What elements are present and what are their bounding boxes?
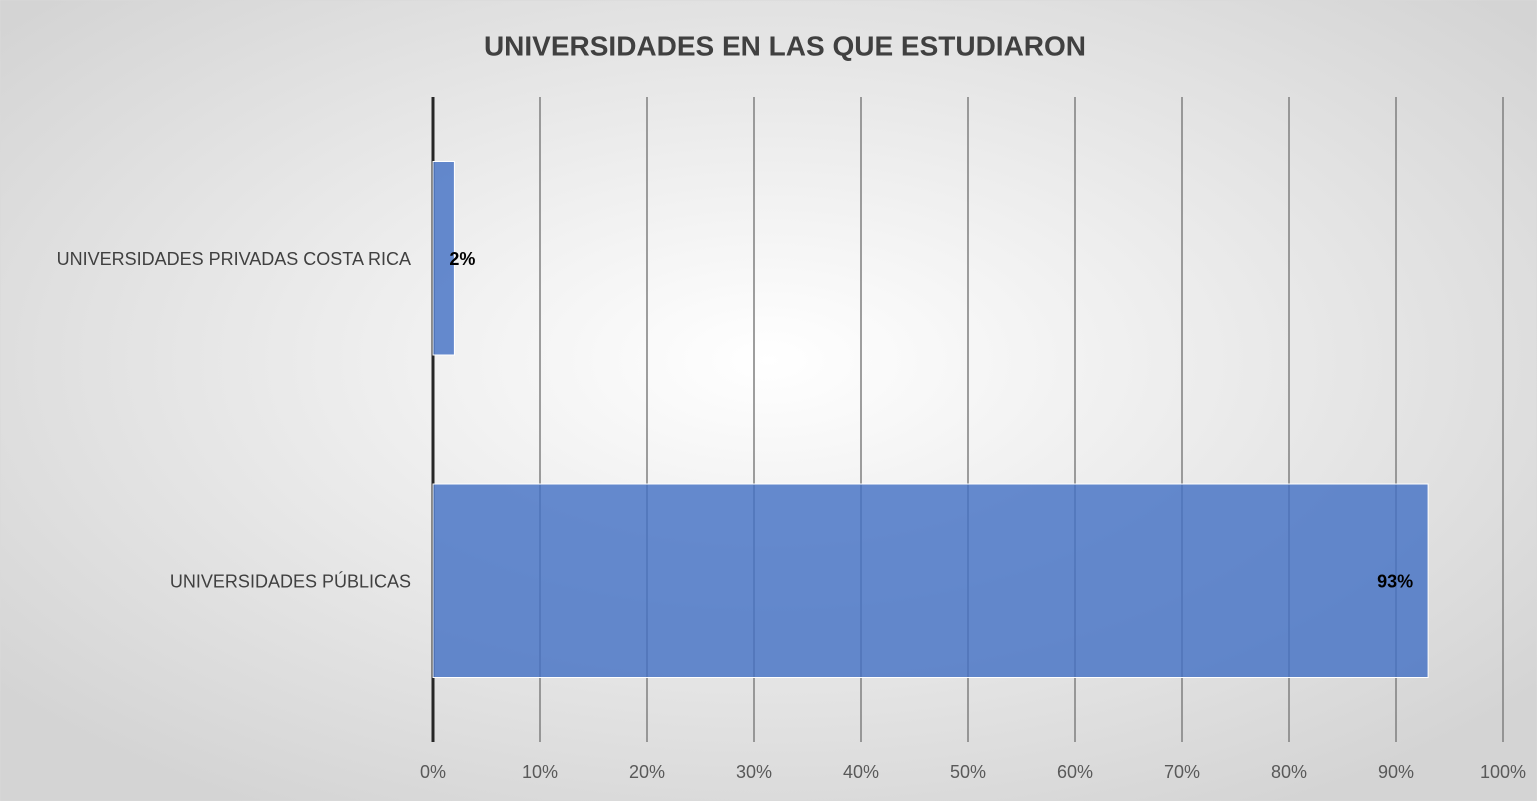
x-tick-label: 80% [1271,762,1307,782]
bar [432,483,1429,678]
x-tick-label: 100% [1480,762,1526,782]
value-label: 2% [449,249,475,269]
x-tick-label: 50% [950,762,986,782]
x-tick-label: 70% [1164,762,1200,782]
x-tick-label: 20% [629,762,665,782]
x-tick-label: 30% [736,762,772,782]
x-tick-label: 90% [1378,762,1414,782]
value-label: 93% [1377,572,1413,592]
bar [432,161,455,356]
y-tick-label: UNIVERSIDADES PRIVADAS COSTA RICA [57,249,411,269]
x-tick-label: 0% [420,762,446,782]
x-tick-label: 40% [843,762,879,782]
x-tick-label: 10% [522,762,558,782]
x-tick-label: 60% [1057,762,1093,782]
y-tick-label: UNIVERSIDADES PÚBLICAS [170,571,411,592]
chart-title: UNIVERSIDADES EN LAS QUE ESTUDIARON [484,30,1086,61]
